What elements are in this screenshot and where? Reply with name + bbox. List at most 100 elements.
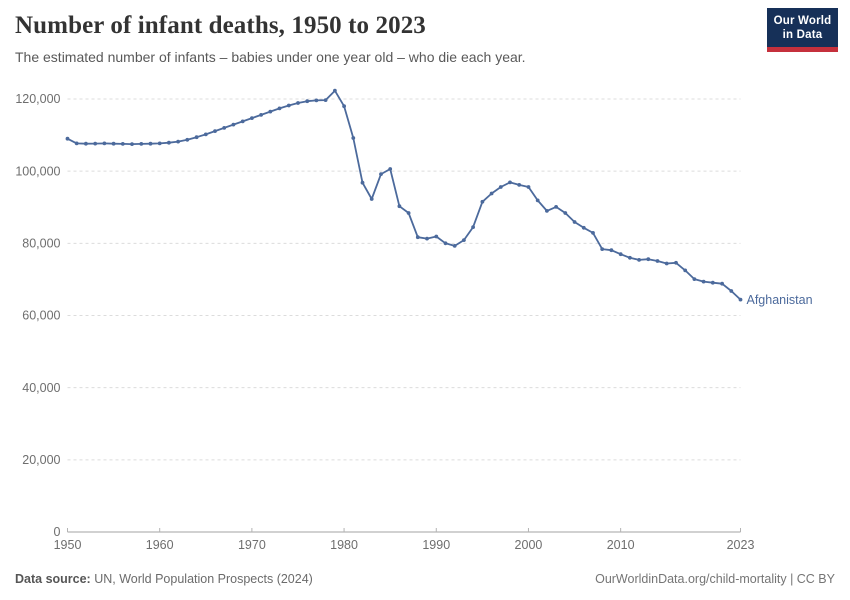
data-point-marker[interactable]: [240, 119, 245, 124]
series-label-afghanistan[interactable]: Afghanistan: [747, 293, 813, 307]
data-point-marker[interactable]: [462, 238, 466, 243]
data-point-marker[interactable]: [655, 259, 660, 263]
y-axis-tick-label: 0: [54, 525, 61, 539]
data-point-marker[interactable]: [581, 225, 586, 230]
x-axis-tick-label: 1970: [238, 538, 266, 552]
data-point-marker[interactable]: [443, 241, 448, 246]
data-source-note: Data source: UN, World Population Prospe…: [15, 572, 313, 586]
x-axis-tick-label: 1960: [146, 538, 174, 552]
data-point-marker[interactable]: [406, 211, 411, 215]
data-point-marker[interactable]: [729, 289, 734, 293]
data-point-marker[interactable]: [333, 88, 337, 93]
data-point-marker[interactable]: [618, 252, 623, 257]
y-axis-tick-label: 20,000: [22, 453, 60, 467]
x-axis-tick-label: 2010: [607, 538, 635, 552]
data-point-marker[interactable]: [203, 132, 208, 137]
data-point-marker[interactable]: [628, 255, 632, 260]
data-point-marker[interactable]: [148, 141, 153, 146]
chart-footer: Data source: UN, World Population Prospe…: [15, 572, 835, 586]
y-axis-tick-label: 100,000: [15, 164, 60, 178]
data-point-marker[interactable]: [139, 142, 144, 146]
data-point-marker[interactable]: [379, 172, 383, 177]
data-point-marker[interactable]: [231, 122, 236, 127]
data-point-marker[interactable]: [167, 140, 171, 145]
data-point-marker[interactable]: [415, 235, 420, 240]
data-point-marker[interactable]: [591, 231, 595, 235]
x-axis-tick-label: 2000: [515, 538, 543, 552]
data-point-marker[interactable]: [259, 113, 263, 117]
data-point-marker[interactable]: [222, 126, 227, 130]
x-axis-tick-label: 1990: [422, 538, 450, 552]
chart-subtitle: The estimated number of infants – babies…: [15, 49, 526, 65]
data-point-marker[interactable]: [305, 99, 310, 104]
data-source-label: Data source:: [15, 572, 91, 586]
data-point-marker[interactable]: [286, 103, 291, 108]
owid-logo-text-line1: Our World: [773, 15, 832, 27]
data-point-marker[interactable]: [111, 141, 116, 146]
data-point-marker[interactable]: [102, 141, 107, 146]
data-point-marker[interactable]: [360, 180, 365, 185]
data-point-marker[interactable]: [277, 106, 282, 111]
data-point-marker[interactable]: [434, 234, 439, 239]
y-axis-tick-label: 60,000: [22, 309, 60, 323]
y-axis-tick-label: 80,000: [22, 237, 60, 251]
data-point-marker[interactable]: [471, 225, 475, 230]
data-point-marker[interactable]: [268, 109, 273, 114]
data-point-marker[interactable]: [388, 167, 393, 171]
data-point-marker[interactable]: [517, 183, 522, 187]
data-point-marker[interactable]: [646, 257, 651, 262]
data-point-marker[interactable]: [563, 211, 568, 215]
data-point-marker[interactable]: [664, 261, 669, 266]
data-point-marker[interactable]: [351, 136, 356, 140]
data-point-marker[interactable]: [176, 139, 181, 144]
afghanistan-line[interactable]: [66, 89, 742, 301]
data-point-marker[interactable]: [720, 281, 724, 286]
data-point-marker[interactable]: [425, 236, 429, 241]
data-point-marker[interactable]: [674, 260, 678, 265]
data-point-marker[interactable]: [609, 248, 614, 253]
data-point-marker[interactable]: [508, 180, 512, 185]
x-axis-tick-label: 2023: [727, 538, 755, 552]
data-point-marker[interactable]: [194, 135, 199, 140]
data-point-marker[interactable]: [130, 142, 134, 147]
y-axis-tick-label: 40,000: [22, 381, 60, 395]
data-point-marker[interactable]: [250, 116, 254, 120]
data-point-marker[interactable]: [369, 197, 374, 201]
data-point-marker[interactable]: [738, 297, 743, 302]
data-point-marker[interactable]: [397, 204, 402, 209]
data-point-marker[interactable]: [692, 277, 697, 281]
data-point-marker[interactable]: [710, 280, 715, 285]
page-title: Number of infant deaths, 1950 to 2023: [15, 12, 426, 39]
data-point-marker[interactable]: [489, 191, 494, 196]
data-point-marker[interactable]: [554, 205, 558, 209]
data-point-marker[interactable]: [213, 129, 217, 134]
data-point-marker[interactable]: [480, 199, 485, 204]
data-point-marker[interactable]: [498, 185, 503, 189]
data-source-text: UN, World Population Prospects (2024): [90, 572, 313, 586]
data-point-marker[interactable]: [185, 137, 190, 142]
data-point-marker[interactable]: [545, 209, 549, 213]
data-point-marker[interactable]: [323, 98, 328, 102]
data-point-marker[interactable]: [452, 244, 457, 248]
data-point-marker[interactable]: [683, 268, 688, 273]
owid-logo[interactable]: Our World in Data: [767, 8, 838, 52]
data-point-marker[interactable]: [93, 141, 98, 146]
data-point-marker[interactable]: [535, 198, 540, 203]
data-point-marker[interactable]: [701, 279, 706, 284]
data-point-marker[interactable]: [526, 185, 531, 189]
credit-link[interactable]: OurWorldinData.org/child-mortality | CC …: [595, 572, 835, 586]
data-point-marker[interactable]: [120, 142, 125, 146]
data-point-marker[interactable]: [572, 220, 577, 224]
owid-logo-text-line2: in Data: [782, 29, 823, 41]
data-point-marker[interactable]: [296, 101, 300, 105]
data-point-marker[interactable]: [342, 104, 346, 109]
data-point-marker[interactable]: [600, 247, 605, 252]
data-point-marker[interactable]: [74, 141, 79, 146]
chart-header: Number of infant deaths, 1950 to 2023 Th…: [15, 12, 750, 65]
data-point-marker[interactable]: [65, 136, 70, 141]
data-point-marker[interactable]: [637, 258, 641, 262]
data-point-marker[interactable]: [157, 141, 162, 146]
data-point-marker[interactable]: [314, 98, 319, 103]
data-point-marker[interactable]: [84, 141, 88, 146]
